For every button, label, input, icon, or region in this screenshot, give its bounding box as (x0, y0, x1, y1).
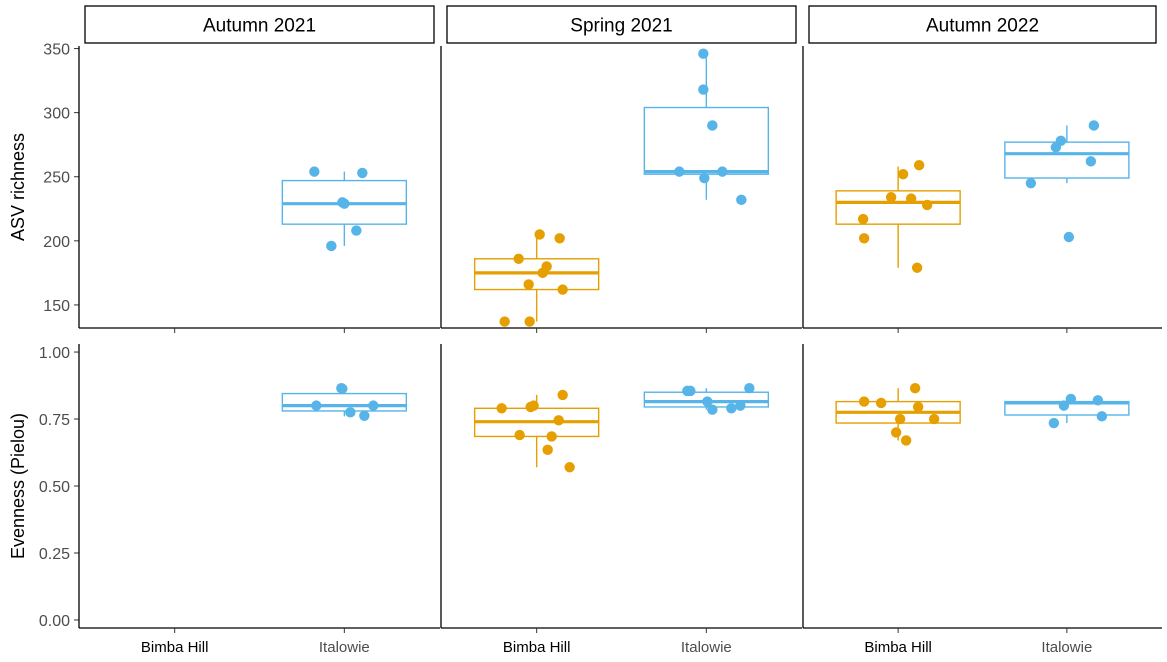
y-tick-label-0-3: 300 (43, 106, 70, 123)
point-1-1-bimba-hill-6 (553, 415, 564, 426)
y-tick-label-0-4: 350 (43, 42, 70, 59)
box-0-2-italowie (1004, 141, 1130, 179)
point-1-1-italowie-2 (702, 396, 713, 407)
point-0-2-bimba-hill-1 (857, 213, 869, 225)
point-1-2-bimba-hill-1 (875, 397, 887, 409)
point-0-2-bimba-hill-0 (858, 233, 870, 244)
y-axis-label-0: ASV richness (8, 133, 28, 241)
x-tick-label-1-1: Italowie (681, 639, 732, 656)
point-1-0-italowie-2 (337, 383, 348, 394)
point-1-2-bimba-hill-5 (909, 383, 921, 394)
point-1-2-bimba-hill-4 (900, 435, 912, 446)
y-tick-label-1-0: 0.00 (39, 613, 70, 630)
point-0-1-italowie-0 (674, 166, 685, 177)
facet-title-0: Autumn 2021 (203, 16, 316, 37)
point-0-2-italowie-3 (1063, 231, 1075, 243)
point-1-2-italowie-1 (1058, 400, 1070, 411)
point-1-2-bimba-hill-3 (894, 413, 906, 425)
box-1-0-italowie (281, 392, 408, 412)
point-0-0-italowie-5 (357, 167, 368, 179)
point-1-1-italowie-1 (685, 385, 696, 397)
point-0-2-bimba-hill-6 (913, 160, 925, 171)
y-tick-label-1-2: 0.50 (39, 479, 70, 496)
point-1-1-bimba-hill-1 (514, 429, 525, 441)
point-1-0-italowie-3 (345, 407, 356, 418)
box-0-2-bimba-hill (835, 190, 961, 225)
point-1-1-italowie-5 (735, 400, 746, 411)
point-0-2-italowie-2 (1055, 135, 1067, 147)
point-1-1-italowie-4 (726, 403, 737, 414)
point-1-1-bimba-hill-0 (496, 403, 507, 414)
point-1-2-italowie-3 (1092, 395, 1104, 406)
point-0-2-bimba-hill-7 (921, 199, 933, 211)
x-tick-label-0-0: Bimba Hill (141, 639, 209, 656)
y-tick-label-0-0: 150 (43, 298, 70, 315)
box-1-1-italowie (643, 391, 770, 408)
point-0-1-bimba-hill-3 (523, 279, 534, 290)
point-1-2-italowie-2 (1065, 393, 1077, 405)
point-1-2-bimba-hill-2 (890, 427, 902, 438)
point-0-0-italowie-4 (351, 225, 362, 236)
point-1-2-bimba-hill-0 (858, 396, 870, 407)
point-0-0-italowie-3 (339, 198, 350, 209)
box-0-1-italowie (643, 106, 770, 175)
point-0-1-italowie-4 (707, 120, 718, 131)
facet-strip-box-2 (808, 5, 1157, 44)
point-1-0-italowie-4 (359, 410, 370, 422)
point-0-1-bimba-hill-4 (534, 229, 545, 240)
point-0-1-bimba-hill-0 (499, 316, 510, 327)
point-0-2-italowie-4 (1085, 156, 1097, 167)
facet-strip-box-0 (84, 5, 435, 44)
y-tick-label-1-1: 0.25 (39, 546, 70, 563)
point-0-1-bimba-hill-7 (554, 233, 565, 244)
point-0-1-bimba-hill-1 (513, 253, 524, 264)
point-1-1-bimba-hill-5 (546, 431, 557, 442)
point-1-1-bimba-hill-3 (528, 400, 539, 411)
point-0-2-italowie-0 (1025, 177, 1037, 189)
facet-title-1: Spring 2021 (570, 16, 672, 37)
y-tick-label-1-3: 0.75 (39, 412, 70, 429)
point-1-2-italowie-4 (1096, 411, 1108, 422)
point-0-0-italowie-1 (326, 240, 337, 252)
point-1-2-bimba-hill-7 (928, 413, 940, 425)
point-0-1-italowie-6 (736, 194, 747, 206)
y-tick-label-0-2: 250 (43, 170, 70, 187)
point-0-1-italowie-3 (699, 172, 710, 184)
point-0-1-bimba-hill-2 (524, 316, 535, 327)
point-1-1-bimba-hill-7 (557, 389, 568, 401)
point-1-1-italowie-6 (744, 383, 755, 394)
x-tick-label-2-0: Bimba Hill (864, 639, 932, 656)
point-0-1-italowie-1 (698, 48, 709, 59)
point-1-1-bimba-hill-4 (542, 444, 553, 456)
y-axis-label-1: Evenness (Pielou) (8, 413, 28, 559)
point-0-2-italowie-5 (1088, 120, 1100, 131)
point-1-2-italowie-0 (1048, 417, 1060, 429)
y-tick-label-0-1: 200 (43, 234, 70, 251)
point-0-1-bimba-hill-8 (557, 284, 568, 295)
point-0-1-italowie-2 (698, 84, 709, 95)
point-0-2-bimba-hill-4 (905, 193, 917, 204)
x-tick-label-2-1: Italowie (1041, 639, 1092, 656)
point-1-0-italowie-0 (311, 400, 322, 411)
point-0-2-bimba-hill-3 (897, 168, 909, 180)
facet-strip-box-1 (446, 5, 797, 44)
point-1-1-bimba-hill-8 (564, 462, 575, 473)
point-0-1-bimba-hill-6 (541, 261, 552, 272)
facet-title-2: Autumn 2022 (926, 16, 1039, 37)
x-tick-label-1-0: Bimba Hill (503, 639, 571, 656)
point-0-1-italowie-5 (717, 166, 728, 177)
point-1-1-italowie-3 (707, 404, 718, 415)
point-0-0-italowie-0 (309, 166, 320, 177)
point-1-0-italowie-5 (368, 400, 379, 411)
point-1-2-bimba-hill-6 (912, 401, 924, 413)
x-tick-label-0-1: Italowie (319, 639, 370, 656)
point-0-2-bimba-hill-5 (911, 262, 923, 273)
point-0-2-bimba-hill-2 (885, 192, 897, 203)
y-tick-label-1-4: 1.00 (39, 345, 70, 362)
